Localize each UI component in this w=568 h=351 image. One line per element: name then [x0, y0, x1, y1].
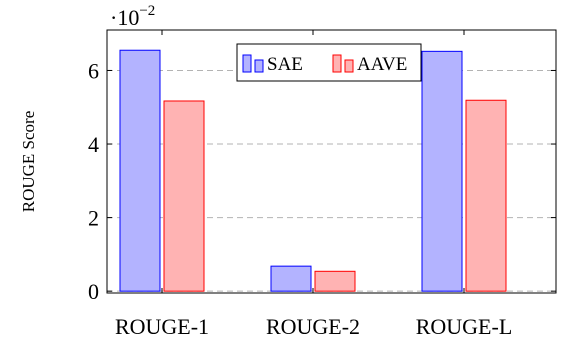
category-label-rouge-2: ROUGE-2: [266, 314, 360, 339]
ytick-label-2: 2: [88, 206, 99, 231]
legend-box: [236, 43, 422, 82]
category-label-rouge-1: ROUGE-1: [115, 314, 209, 339]
legend: SAE AAVE: [236, 43, 422, 82]
ytick-label-0: 0: [88, 279, 99, 304]
legend-swatch-sae-b: [254, 59, 264, 73]
legend-swatch-aave-b: [344, 59, 354, 73]
bar-aave-rouge-1: [163, 100, 205, 292]
legend-label-aave: AAVE: [357, 54, 407, 75]
ytick-label-6: 6: [88, 58, 99, 83]
bar-aave-rouge-l: [465, 99, 507, 292]
bars: [119, 49, 507, 292]
legend-swatch-sae-a: [242, 54, 252, 73]
axis-ticks: 0 2 4 6 ROUGE-1 ROUGE-2 ROUGE-L: [88, 30, 556, 339]
legend-swatch-aave-a: [332, 54, 342, 73]
bar-aave-rouge-2: [314, 270, 356, 292]
ytick-label-4: 4: [88, 132, 99, 157]
y-scale-base: ·10: [110, 5, 139, 30]
y-scale-note: ·10−2: [110, 3, 155, 30]
bar-sae-rouge-2: [270, 265, 312, 292]
y-axis-label: ROUGE Score: [19, 111, 38, 213]
axis-labels: ROUGE Score ·10−2: [19, 3, 155, 212]
legend-label-sae: SAE: [267, 54, 303, 75]
bar-sae-rouge-l: [421, 50, 463, 292]
plot-frame: [106, 29, 557, 294]
y-scale-exponent: −2: [139, 3, 155, 19]
bar-sae-rouge-1: [119, 49, 161, 292]
category-label-rouge-l: ROUGE-L: [416, 314, 513, 339]
